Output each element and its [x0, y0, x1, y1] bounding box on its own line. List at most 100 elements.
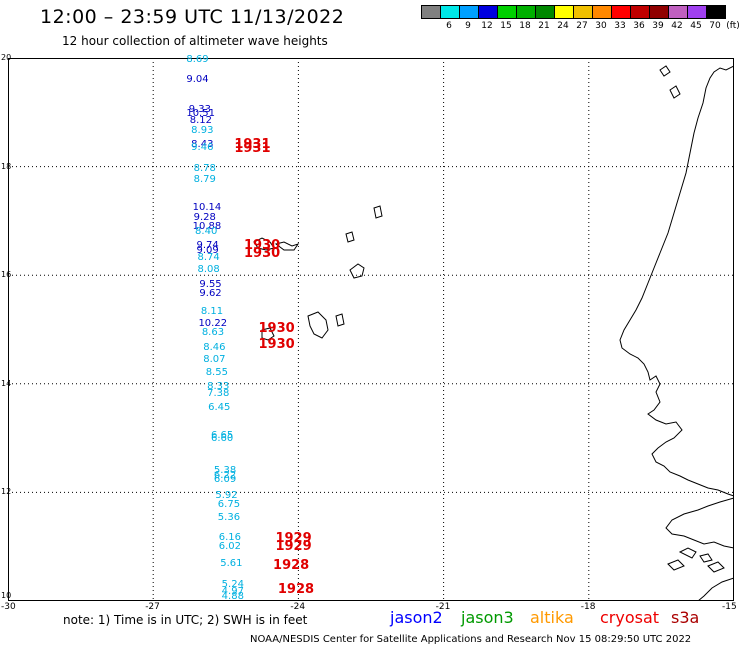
wave-height-value: 5.38 — [213, 464, 237, 476]
cape-verde-santiago — [307, 311, 329, 339]
legend-swatch — [668, 5, 688, 19]
wave-height-value: 10.51 — [186, 108, 215, 120]
legend-swatch — [440, 5, 460, 19]
wave-height-value: 9.09 — [196, 245, 219, 257]
pass-time-label: 1929 — [275, 538, 312, 554]
wave-height-value: 8.79 — [193, 173, 216, 185]
legend-label: 24 — [557, 21, 569, 31]
africa-coastline — [619, 65, 734, 497]
lon-tick-label: -21 — [435, 602, 451, 612]
legend-swatch — [478, 5, 498, 19]
legend-swatch — [497, 5, 517, 19]
wave-height-value: 6.75 — [217, 499, 241, 511]
wave-height-value: 8.78 — [193, 162, 216, 174]
lon-tick-label: -27 — [145, 602, 160, 612]
map-subtitle: 12 hour collection of altimeter wave hei… — [62, 34, 328, 48]
cape-verde-santa-luzia — [345, 231, 355, 243]
wave-height-value: 6.16 — [218, 532, 242, 543]
lon-tick-label: -24 — [290, 602, 306, 612]
lat-tick-label: 18 — [1, 161, 12, 171]
lat-tick-label: 10 — [1, 591, 12, 600]
pass-time-label: 1928 — [273, 558, 310, 574]
lon-tick-label: -30 — [1, 602, 16, 612]
graticule — [8, 58, 734, 601]
legend-swatch — [687, 5, 707, 19]
legend-swatch — [706, 5, 726, 19]
legend-label: 9 — [465, 21, 471, 31]
wave-height-value: 10.88 — [192, 220, 222, 232]
legend-swatch — [611, 5, 631, 19]
wave-height-value: 8.12 — [189, 114, 212, 126]
cape-verde-santo-antao — [253, 237, 275, 251]
cape-verde-sal — [373, 205, 383, 219]
wave-height-value: 8.43 — [191, 138, 214, 150]
wave-height-value: 6.60 — [211, 433, 234, 445]
canary-islands — [659, 65, 681, 99]
cape-verde-fogo — [261, 327, 275, 341]
wave-height-value: 6.02 — [218, 540, 242, 552]
satellite-name-altika: altika — [530, 608, 574, 627]
lat-tick-label: 16 — [1, 270, 12, 280]
legend-swatch — [459, 5, 479, 19]
africa-coast-bissau — [665, 497, 734, 549]
wave-height-value: 5.61 — [220, 558, 243, 570]
legend-label: 42 — [671, 21, 683, 31]
legend-label: 70 — [709, 21, 721, 31]
legend-swatch — [535, 5, 555, 19]
pass-time-label: 1931 — [234, 136, 271, 152]
wave-height-value: 8.40 — [195, 225, 218, 237]
satellite-name-jason3: jason3 — [461, 608, 514, 627]
legend-swatch — [516, 5, 536, 19]
legend-label: 39 — [652, 21, 664, 31]
satellite-name-s3a: s3a — [671, 608, 700, 627]
wave-height-value: 9.62 — [199, 287, 222, 299]
wave-height-value: 9.55 — [199, 278, 222, 290]
map-frame — [8, 58, 734, 601]
lat-tick-label: 12 — [1, 487, 12, 497]
wave-height-value: 5.36 — [217, 512, 241, 524]
lon-tick-label: -18 — [580, 602, 596, 612]
legend-label: 33 — [614, 21, 626, 31]
pass-time-label: 1929 — [275, 531, 312, 546]
wave-height-value: 8.74 — [197, 251, 220, 263]
map-title: 12:00 – 23:59 UTC 11/13/2022 — [40, 6, 345, 28]
legend-swatch — [592, 5, 612, 19]
wave-height-value: 7.38 — [207, 387, 230, 399]
lat-tick-label: 14 — [1, 378, 12, 388]
legend-swatch — [630, 5, 650, 19]
map-plot-area: 8.69 9.04 9.33 10.51 8.12 8.93 8.43 9.46 8.78 8.7… — [8, 55, 734, 601]
wave-height-value: 9.04 — [186, 73, 209, 85]
legend-swatch — [573, 5, 593, 19]
wave-height-value: 6.65 — [211, 429, 234, 441]
guinea-coast — [697, 577, 734, 601]
legend-label: 45 — [690, 21, 702, 31]
pass-time-label: 1930 — [258, 321, 295, 337]
wave-height-value: 8.93 — [191, 124, 214, 136]
wave-height-value: 8.63 — [201, 327, 225, 339]
legend-label: 12 — [481, 21, 493, 31]
legend-swatch — [649, 5, 669, 19]
legend-swatch — [554, 5, 574, 19]
wave-height-value: 5.92 — [215, 489, 238, 501]
pass-time-label: 1930 — [258, 336, 295, 352]
lat-tick-label: 20 — [1, 53, 12, 62]
legend-swatch — [421, 5, 441, 19]
pass-time-label: 1928 — [277, 582, 315, 598]
wave-height-value: 6.45 — [208, 401, 231, 413]
wave-height-value: 9.33 — [188, 103, 212, 115]
coastline — [253, 65, 734, 601]
legend-label: 15 — [500, 21, 512, 31]
cape-verde-boa-vista — [349, 263, 365, 279]
wave-height-value: 6.09 — [213, 474, 237, 486]
legend-unit: (ft) — [726, 21, 740, 31]
pass-time-label: 1931 — [234, 141, 271, 157]
wave-height-value: 4.97 — [221, 586, 244, 598]
legend-label: 21 — [538, 21, 550, 31]
wave-height-value: 10.14 — [192, 201, 222, 213]
legend-label: 27 — [576, 21, 588, 31]
wave-height-value: 8.08 — [197, 263, 220, 275]
wave-height-value: 8.11 — [200, 306, 224, 318]
wave-height-value: 9.28 — [193, 211, 216, 223]
credit-line: NOAA/NESDIS Center for Satellite Applica… — [250, 634, 692, 645]
wave-height-value: 8.33 — [207, 381, 230, 393]
